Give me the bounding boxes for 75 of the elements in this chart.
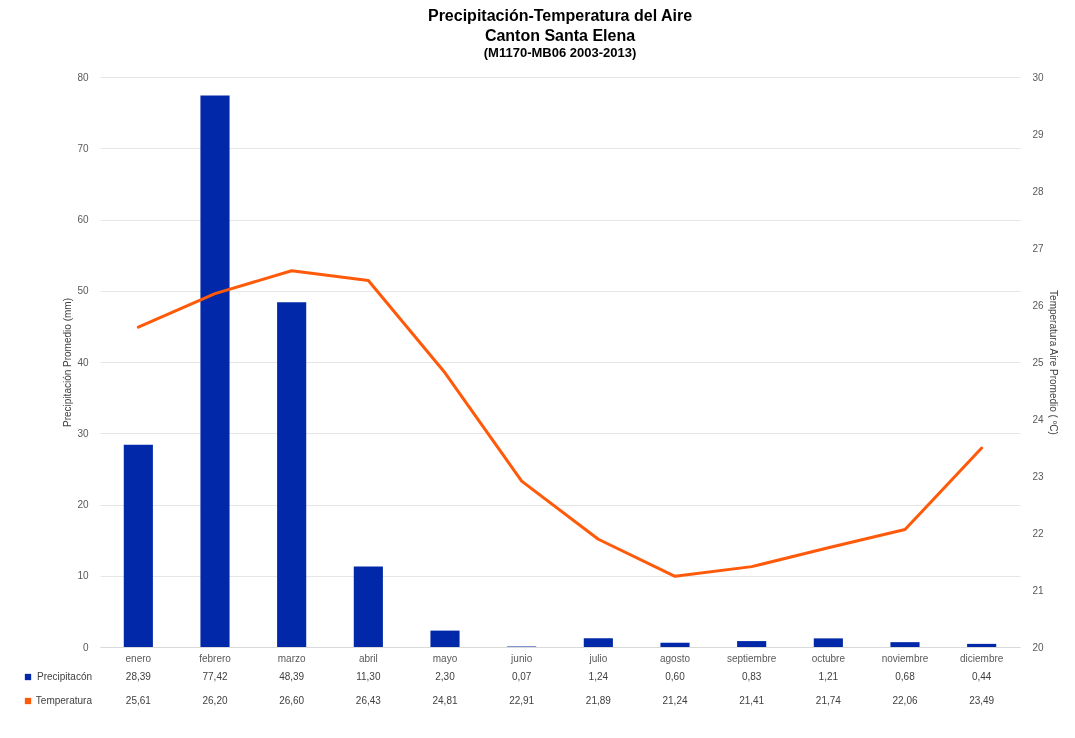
y-tick-label: 70	[77, 142, 89, 154]
data-label: 28,39	[125, 671, 152, 682]
text: (M1170-MB06 2003-2013)	[483, 45, 637, 60]
bar	[200, 95, 230, 647]
y-tick-label: 60	[77, 214, 89, 225]
data-label: 22,91	[509, 695, 535, 706]
bar	[737, 641, 767, 647]
legend-label: Temperatura	[35, 695, 93, 706]
data-label: 0,60	[665, 671, 686, 682]
y2-tick-label: 23	[1032, 470, 1045, 482]
chart-title: Precipitación-Temperatura del Aire	[427, 7, 693, 24]
y2-tick-label: 30	[1032, 71, 1045, 83]
x-tick-label: mayo	[432, 652, 458, 664]
y2-tick-label: 29	[1032, 128, 1045, 140]
y-axis-title: Precipitación Promedio (mm)	[62, 298, 74, 427]
y-tick-label: 80	[77, 71, 89, 83]
x-tick-label: febrero	[199, 652, 232, 664]
bar	[967, 643, 997, 647]
y2-tick-label: 22	[1032, 527, 1045, 539]
bar	[890, 642, 920, 647]
bar	[277, 302, 307, 647]
y2-tick-label: 28	[1032, 185, 1045, 197]
data-label: 11,30	[356, 671, 381, 682]
y2-tick-label: 20	[1032, 641, 1045, 653]
y2-tick-label: 26	[1032, 299, 1045, 311]
data-label: 26,60	[279, 695, 305, 706]
y-tick-label: 30	[77, 427, 89, 439]
y2-tick-label: 24	[1032, 413, 1045, 425]
y-tick-label: 20	[77, 499, 89, 510]
bar	[583, 638, 613, 647]
y2-tick-label: 27	[1032, 242, 1045, 254]
bar	[660, 642, 690, 647]
data-label: 26,20	[202, 695, 228, 706]
x-tick-label: diciembre	[959, 652, 1004, 664]
data-label: 0,83	[741, 671, 762, 682]
x-tick-label: octubre	[811, 652, 846, 664]
x-tick-label: abril	[358, 652, 378, 664]
data-label: 0,68	[895, 671, 916, 682]
line-series	[136, 269, 984, 578]
data-label: 0,44	[971, 671, 992, 682]
y-tick-label: 40	[77, 356, 89, 368]
data-label: 21,41	[739, 695, 765, 706]
data-label: 22,06	[892, 695, 918, 706]
data-label: 25,61	[125, 695, 152, 706]
x-tick-label: agosto	[659, 652, 691, 664]
x-tick-label: noviembre	[881, 652, 929, 664]
x-tick-label: junio	[510, 652, 533, 664]
y2-axis-title: Temperatura Aire Promedio ( ºC)	[1047, 290, 1059, 435]
bar	[813, 638, 843, 647]
data-label: 2,30	[435, 671, 456, 682]
data-label: 23,49	[969, 695, 995, 706]
data-label: 1,24	[588, 671, 609, 682]
data-label: 48,39	[279, 671, 305, 682]
data-label: 26,43	[355, 695, 382, 706]
bar	[353, 566, 383, 647]
x-tick-label: enero	[125, 652, 152, 664]
data-label: 77,42	[202, 671, 228, 682]
y2-tick-label: 25	[1032, 356, 1045, 368]
data-label: 21,24	[662, 695, 688, 706]
y-tick-label: 0	[82, 641, 89, 653]
data-label: 0,07	[511, 671, 532, 682]
data-label: 24,81	[432, 695, 458, 706]
data-label: 21,89	[585, 695, 612, 706]
chart-subtitle: Canton Santa Elena	[484, 27, 636, 44]
bar	[430, 630, 460, 647]
legend-label: Precipitacón	[36, 671, 92, 682]
data-label: 1,21	[818, 671, 839, 682]
y-tick-label: 10	[77, 570, 89, 582]
x-tick-label: septiembre	[726, 652, 777, 664]
y2-tick-label: 21	[1032, 584, 1045, 596]
x-tick-label: julio	[588, 652, 608, 664]
x-tick-label: marzo	[277, 652, 306, 664]
y-tick-label: 50	[77, 285, 89, 297]
bar	[123, 444, 153, 647]
data-label: 21,74	[815, 695, 842, 706]
